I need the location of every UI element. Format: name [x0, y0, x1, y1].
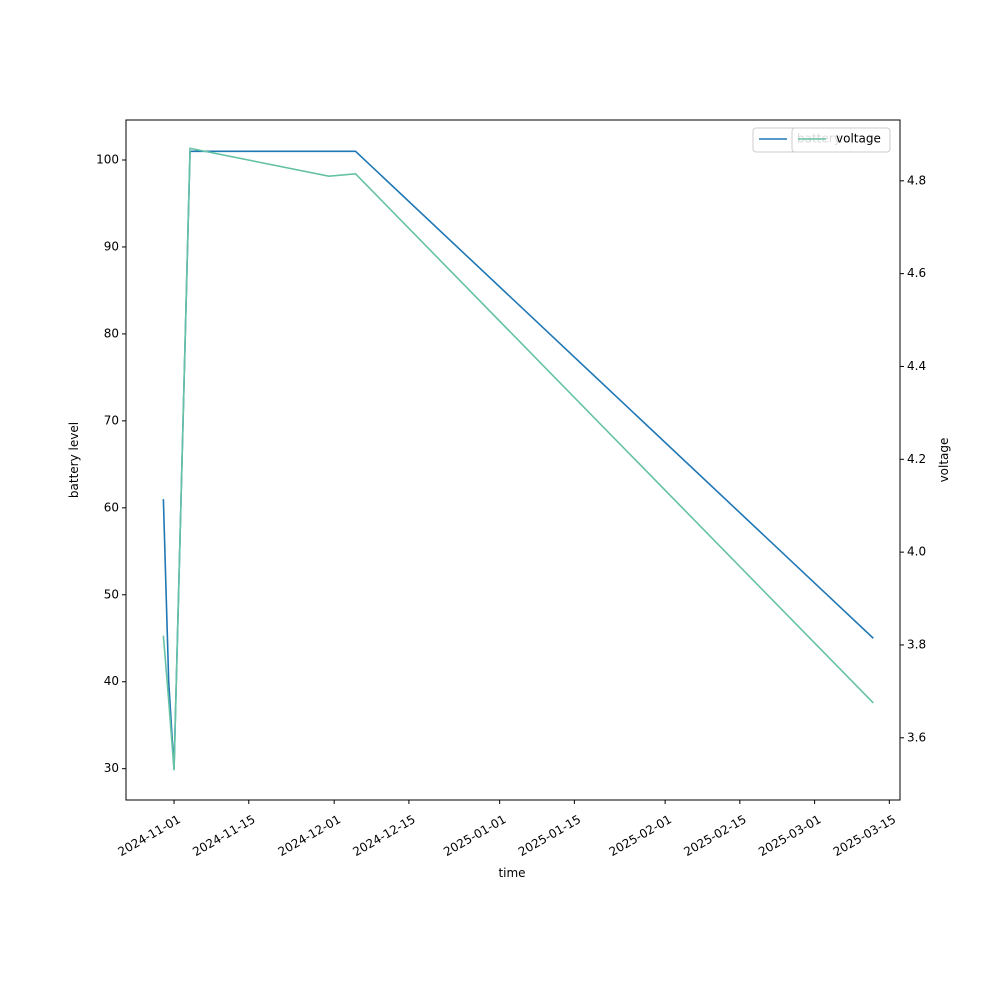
y2-tick-label: 4.4	[907, 359, 926, 373]
y-tick-label: 50	[104, 587, 119, 601]
x-tick-label: 2025-03-01	[756, 812, 823, 859]
y-tick-label: 80	[104, 326, 119, 340]
y2-tick-label: 4.6	[907, 266, 926, 280]
x-tick-label: 2025-01-01	[441, 812, 508, 859]
y2-axis-label: voltage	[937, 438, 951, 483]
legend-box	[791, 127, 891, 153]
y-tick-label: 60	[104, 500, 119, 514]
x-tick-label: 2025-03-15	[831, 812, 898, 859]
y-tick-label: 30	[104, 761, 119, 775]
x-tick-label: 2024-11-01	[116, 812, 183, 859]
x-tick-label: 2025-02-15	[681, 812, 748, 859]
data-line	[162, 150, 874, 769]
x-tick-label: 2024-12-01	[276, 812, 343, 859]
y-tick-label: 100	[96, 153, 119, 167]
x-axis-label: time	[498, 866, 525, 880]
y2-tick-label: 4.2	[907, 452, 926, 466]
x-tick-label: 2025-02-01	[607, 812, 674, 859]
y2-tick-label: 3.6	[907, 730, 926, 744]
y-tick-label: 90	[104, 239, 119, 253]
legend-label: voltage	[836, 132, 881, 146]
y2-tick-label: 3.8	[907, 637, 926, 651]
y-axis-label: battery level	[67, 422, 81, 498]
y2-tick-label: 4.0	[907, 545, 926, 559]
x-tick-label: 2024-12-15	[350, 812, 417, 859]
y-tick-label: 40	[104, 674, 119, 688]
x-tick-label: 2025-01-15	[516, 812, 583, 859]
plot-frame	[125, 119, 901, 801]
x-tick-label: 2024-11-15	[190, 812, 257, 859]
y2-tick-label: 4.8	[907, 173, 926, 187]
y-tick-label: 70	[104, 413, 119, 427]
data-line	[162, 147, 874, 771]
